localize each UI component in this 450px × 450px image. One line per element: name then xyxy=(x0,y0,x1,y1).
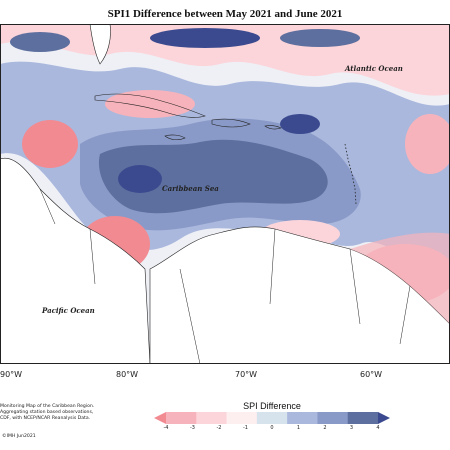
legend-tick-label: -4 xyxy=(163,425,169,431)
legend-swatch xyxy=(166,412,197,424)
credits-text: Monitoring Map of the Caribbean Region. … xyxy=(0,404,120,422)
spi-difference-map xyxy=(0,24,450,364)
legend-tick-label: 4 xyxy=(376,425,380,431)
legend-swatch xyxy=(256,412,288,424)
anomaly-pink-cuba xyxy=(105,90,195,118)
anomaly-pink-atlantic xyxy=(405,114,450,174)
atlantic-ocean-label: Atlantic Ocean xyxy=(345,64,403,73)
legend-swatch xyxy=(196,412,227,424)
legend-tick-label: -2 xyxy=(216,425,222,431)
longitude-label-90w: 90°W xyxy=(0,370,23,379)
legend-colorbar xyxy=(154,412,390,424)
land-central-america xyxy=(0,157,151,364)
anomaly-deepest-blue-2 xyxy=(280,114,320,134)
caribbean-sea-label: Caribbean Sea xyxy=(162,184,219,193)
longitude-label-80w: 80°W xyxy=(116,370,139,379)
land-hispaniola xyxy=(211,118,251,128)
anomaly-deepest-blue-5 xyxy=(10,32,70,52)
pacific-ocean-label: Pacific Ocean xyxy=(42,306,95,315)
longitude-label-70w: 70°W xyxy=(235,370,258,379)
map-title: SPI1 Difference between May 2021 and Jun… xyxy=(107,8,343,20)
legend-swatch xyxy=(226,412,258,424)
legend-tick-label: 2 xyxy=(323,425,327,431)
land-jamaica xyxy=(164,134,186,141)
land-puerto-rico xyxy=(264,125,282,130)
credits-line-1: Monitoring Map of the Caribbean Region. xyxy=(0,404,95,409)
credits-line-3: CDF, with NCEP/NCAR Reanalysis Data. xyxy=(0,416,91,421)
land-south-america-pink xyxy=(350,232,450,324)
legend-swatch xyxy=(347,412,379,424)
legend-tick-label: -3 xyxy=(190,425,195,431)
legend-tick-label: 1 xyxy=(296,425,301,431)
credits-line-2: Aggregating station based observations, xyxy=(0,410,94,415)
legend-title: SPI Difference xyxy=(243,401,301,411)
legend-tick-label: 3 xyxy=(349,425,354,431)
legend-tick-labels: -4 -3 -2 -1 0 1 2 3 4 xyxy=(154,424,390,434)
legend-tick-label: -1 xyxy=(243,425,248,431)
anomaly-dark-core xyxy=(98,139,328,214)
legend-tick-label: 0 xyxy=(270,425,274,431)
land-cuba xyxy=(94,93,206,118)
legend-swatch xyxy=(378,412,390,424)
anomaly-deepest-blue-3 xyxy=(150,28,260,48)
legend-swatch xyxy=(154,412,166,424)
border-lines xyxy=(39,188,411,364)
legend-swatch xyxy=(317,412,349,424)
anomaly-deepest-blue-1 xyxy=(118,165,162,193)
land-south-america xyxy=(149,226,450,364)
legend-swatch xyxy=(287,412,318,424)
anomaly-pink-yucatan xyxy=(22,120,78,168)
copyright-text: ©IMH Jun2021 xyxy=(2,434,36,439)
anomaly-deepest-blue-4 xyxy=(280,29,360,47)
longitude-label-60w: 60°W xyxy=(360,370,383,379)
land-florida xyxy=(89,24,111,65)
